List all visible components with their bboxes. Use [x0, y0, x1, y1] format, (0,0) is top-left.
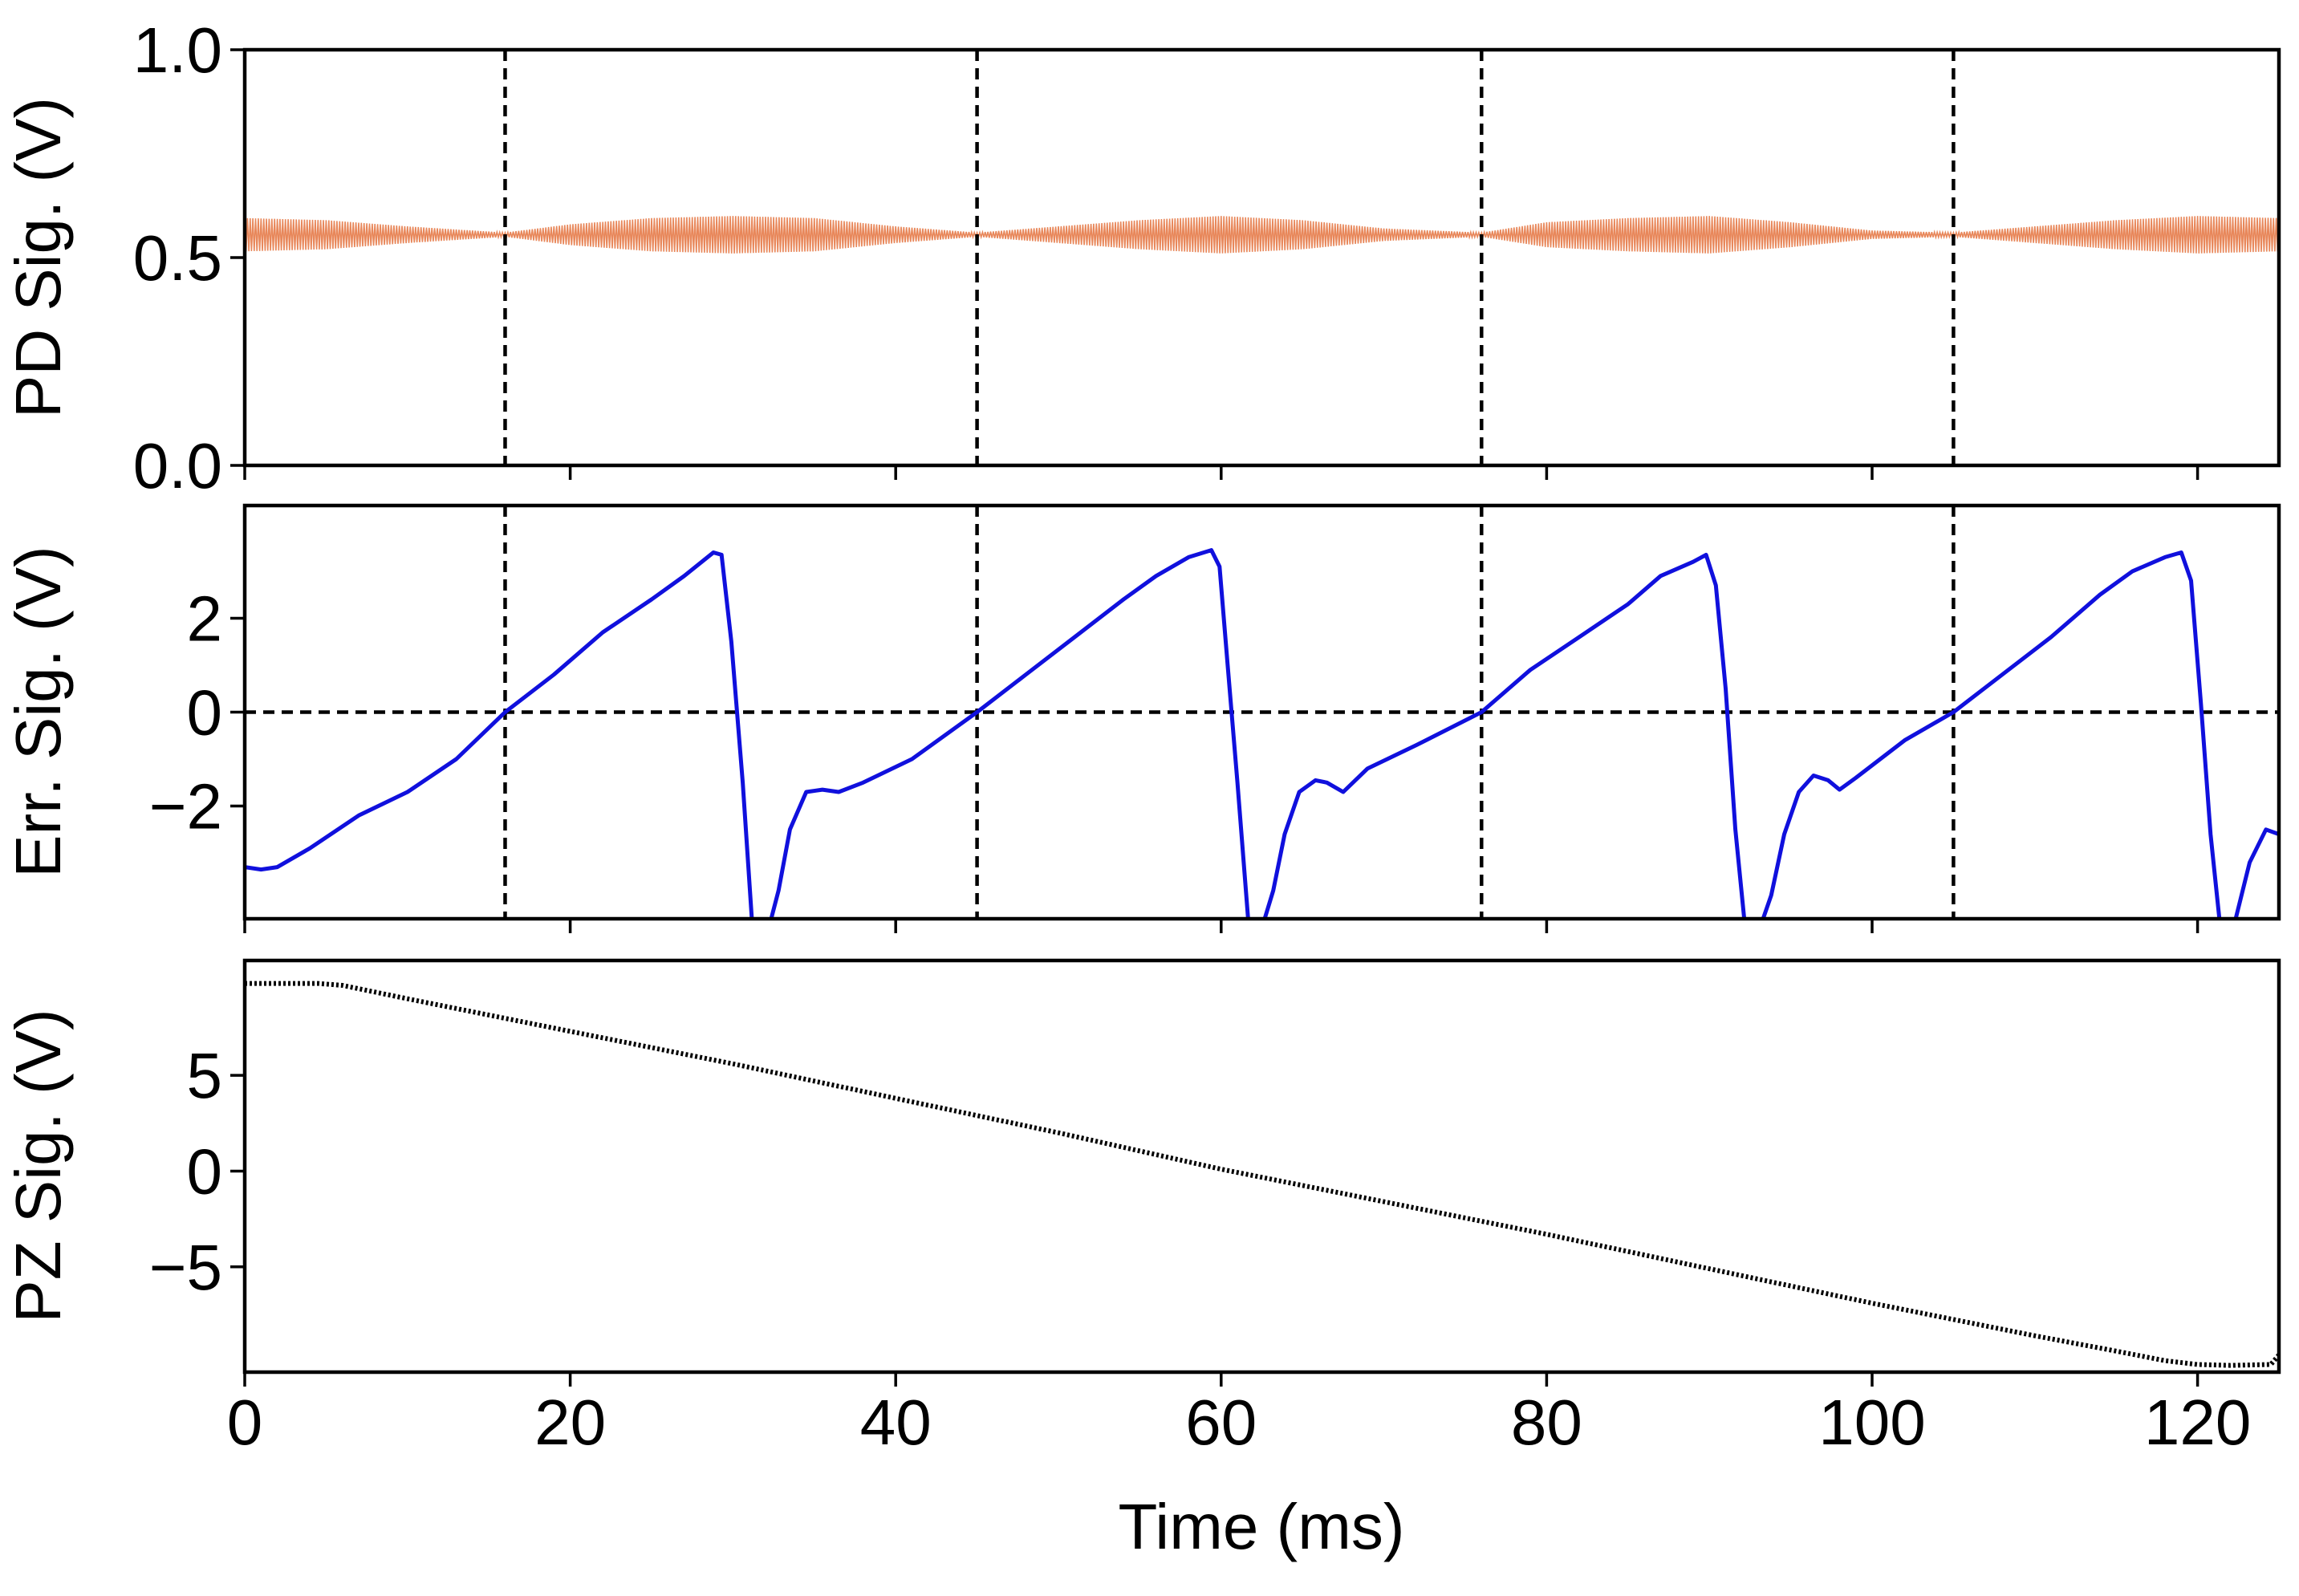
x-tick-label: 80 [1511, 1387, 1582, 1458]
y-tick-label: 0 [187, 1135, 223, 1207]
pd-signal-line [245, 216, 2279, 254]
pz-signal-line [245, 981, 2279, 1368]
pz-ylabel: PZ Sig. (V) [2, 1009, 74, 1322]
error-ylabel: Err. Sig. (V) [2, 546, 74, 877]
pd-ylabel: PD Sig. (V) [2, 97, 74, 418]
y-tick-label: 0 [187, 677, 223, 749]
time-xlabel: Time (ms) [1119, 1491, 1405, 1562]
pd-ticks: 0.0 0.5 1.0 [133, 14, 2199, 502]
pd-plot-frame [242, 47, 2281, 468]
pd-vertical-markers [503, 50, 1956, 465]
y-tick-label: 2 [187, 583, 223, 654]
error-signal-series [245, 548, 2279, 919]
error-guide-lines [245, 506, 2279, 919]
x-tick-label: 40 [860, 1387, 932, 1458]
pz-plot-frame [242, 958, 2281, 1375]
y-tick-label: 5 [187, 1040, 223, 1111]
panel-pd-signal: 0.0 0.5 1.0 PD Sig. (V) [2, 14, 2281, 502]
x-tick-label: 100 [1818, 1387, 1925, 1458]
y-tick-label: 0.0 [133, 430, 222, 502]
x-tick-label: 0 [227, 1387, 263, 1458]
pz-ticks: 0 20 40 60 80 100 120 −5 0 5 [149, 1040, 2252, 1458]
x-tick-label: 20 [534, 1387, 606, 1458]
error-ticks: −2 0 2 [149, 583, 2199, 933]
y-tick-label: 0.5 [133, 222, 222, 294]
pz-signal-series [245, 981, 2279, 1368]
pd-signal-series [245, 216, 2279, 254]
y-tick-label: 1.0 [133, 14, 222, 86]
panel-error-signal: −2 0 2 Err. Sig. (V) [2, 503, 2281, 933]
x-tick-label: 120 [2144, 1387, 2251, 1458]
y-tick-label: −5 [149, 1232, 222, 1303]
y-tick-label: −2 [149, 771, 222, 843]
x-tick-label: 60 [1185, 1387, 1257, 1458]
error-signal-line [245, 548, 2279, 919]
panel-pz-signal: 0 20 40 60 80 100 120 −5 0 5 PZ Sig. (V) Time (ms… [2, 958, 2281, 1562]
